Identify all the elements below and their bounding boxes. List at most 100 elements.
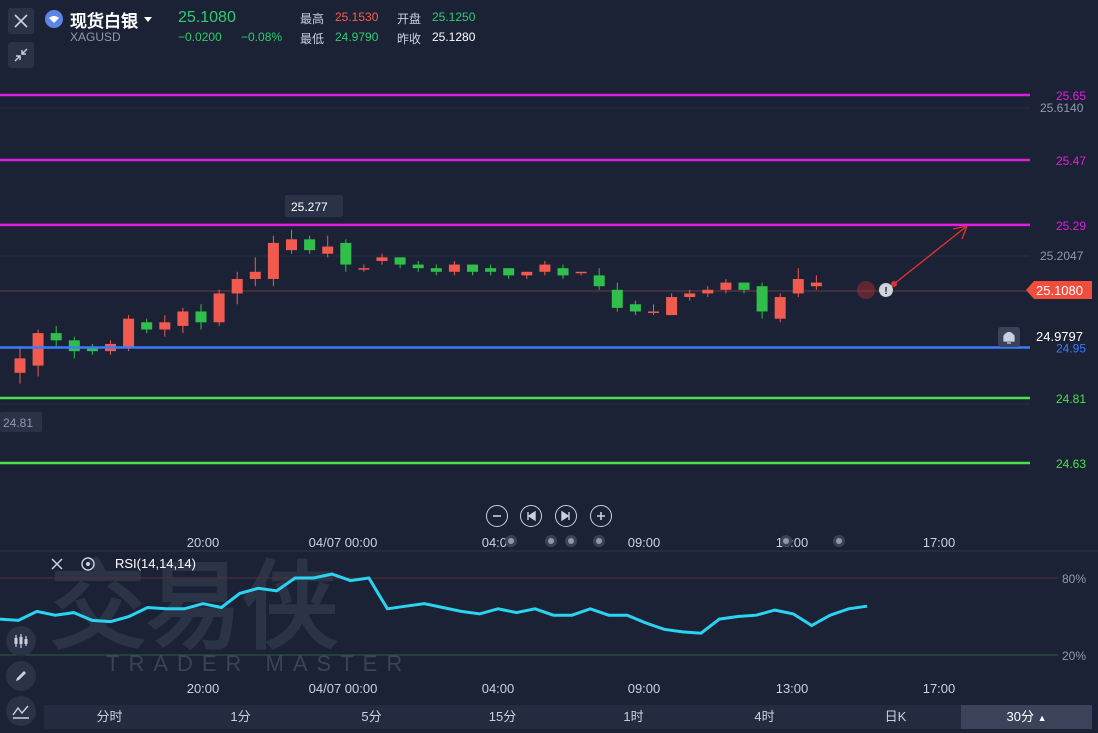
current-price-glow: [857, 281, 875, 299]
skip-forward-icon: [561, 510, 570, 522]
arrow-anchor[interactable]: [891, 281, 897, 287]
active-timeframe-label: 30分: [1006, 709, 1034, 724]
timeframe-tab[interactable]: 1分: [230, 709, 251, 724]
axis-tick: 24.9797: [1036, 329, 1083, 344]
time-label: 17:00: [923, 535, 956, 550]
candle-body[interactable]: [774, 297, 786, 319]
scroll-start-button[interactable]: [520, 505, 542, 527]
prev-close-value: 25.1280: [432, 30, 476, 44]
time-label: 09:00: [628, 535, 661, 550]
peak-label-box: [285, 195, 343, 217]
timeframe-tab-active[interactable]: 30分 ▲: [961, 705, 1092, 729]
draw-tool-button[interactable]: [6, 661, 36, 691]
axis-tick: 25.2047: [1040, 249, 1084, 263]
zoom-out-button[interactable]: [486, 505, 508, 527]
candle-body[interactable]: [50, 333, 62, 341]
bell-icon: [1003, 331, 1015, 344]
candle-body[interactable]: [557, 268, 569, 276]
collapse-button[interactable]: [8, 42, 34, 68]
candle-body[interactable]: [213, 293, 225, 323]
candle-body[interactable]: [195, 311, 207, 323]
candle-body[interactable]: [249, 271, 261, 279]
candle-body[interactable]: [521, 271, 533, 276]
candle-body[interactable]: [123, 318, 135, 348]
candle-body[interactable]: [141, 322, 153, 330]
silver-logo-icon: [45, 10, 63, 28]
candle-body[interactable]: [792, 279, 804, 294]
timeframe-tab[interactable]: 分时: [96, 709, 123, 724]
candle-body[interactable]: [394, 257, 406, 265]
level-line-label: 24.95: [1056, 342, 1086, 356]
candle-body[interactable]: [267, 242, 279, 279]
event-marker-dot: [548, 538, 554, 544]
scroll-end-button[interactable]: [555, 505, 577, 527]
timeframe-tab[interactable]: 1时: [623, 709, 644, 724]
timeframe-tab[interactable]: 15分: [488, 709, 517, 724]
candle-body[interactable]: [32, 333, 44, 366]
time-label: 04/07 00:00: [309, 535, 378, 550]
candle-body[interactable]: [503, 268, 515, 276]
symbol-selector[interactable]: 现货白银: [44, 8, 154, 31]
candle-body[interactable]: [539, 264, 551, 272]
level-line-label: 25.47: [1056, 154, 1086, 168]
collapse-icon: [14, 48, 28, 62]
candle-body[interactable]: [286, 239, 297, 251]
skip-back-icon: [527, 510, 536, 522]
svg-text:!: !: [884, 286, 887, 297]
symbol-code: XAGUSD: [70, 30, 121, 44]
trend-tool-button[interactable]: [6, 696, 36, 726]
candle-body[interactable]: [376, 257, 388, 261]
trend-arrow[interactable]: [893, 225, 968, 285]
candle-body[interactable]: [322, 246, 334, 254]
event-marker-dot: [836, 538, 842, 544]
dropdown-caret-icon: [144, 17, 152, 22]
candle-body[interactable]: [68, 340, 80, 352]
rsi-close-icon[interactable]: [51, 558, 63, 570]
candle-body[interactable]: [448, 264, 460, 272]
candle-body[interactable]: [159, 322, 171, 330]
candle-body[interactable]: [629, 304, 641, 312]
close-icon: [14, 14, 28, 28]
zoom-in-button[interactable]: [590, 505, 612, 527]
candle-body[interactable]: [358, 268, 370, 270]
candle-body[interactable]: [666, 297, 678, 316]
info-icon[interactable]: [879, 283, 893, 297]
left-price-marker-box: [0, 412, 42, 432]
timeframe-tab[interactable]: 4时: [754, 709, 775, 724]
candle-body[interactable]: [231, 279, 243, 294]
candle-body[interactable]: [304, 239, 316, 251]
indicator-button[interactable]: [6, 626, 36, 656]
candle-body[interactable]: [575, 271, 587, 274]
candle-body[interactable]: [412, 264, 424, 269]
low-value: 24.9790: [335, 30, 379, 44]
candle-body[interactable]: [720, 282, 732, 290]
candle-body[interactable]: [86, 347, 98, 352]
event-marker-dot: [596, 538, 602, 544]
left-price-marker: 24.81: [3, 416, 33, 430]
candle-body[interactable]: [177, 311, 189, 326]
candle-body[interactable]: [684, 293, 696, 298]
candles-icon: [14, 634, 28, 648]
candle-body[interactable]: [702, 289, 714, 294]
event-marker-dot: [568, 538, 574, 544]
candle-body[interactable]: [756, 286, 768, 312]
rsi-settings-icon[interactable]: [81, 557, 95, 571]
timeframe-tab[interactable]: 日K: [884, 709, 907, 724]
line-chart-icon: [12, 705, 29, 719]
candle-body[interactable]: [738, 282, 750, 290]
candle-body[interactable]: [810, 282, 822, 287]
candle-body[interactable]: [340, 242, 352, 265]
candle-body[interactable]: [14, 358, 26, 373]
rsi-upper-label: 80%: [1062, 572, 1086, 586]
timeframe-tab[interactable]: 5分: [361, 709, 382, 724]
candle-body[interactable]: [648, 311, 659, 313]
current-price-tag-text: 25.1080: [1036, 283, 1083, 298]
candle-body[interactable]: [485, 268, 497, 272]
candle-body[interactable]: [430, 268, 442, 272]
candle-body[interactable]: [611, 289, 623, 308]
close-chart-button[interactable]: [8, 8, 34, 34]
candle-body[interactable]: [593, 275, 605, 287]
candle-body[interactable]: [467, 264, 478, 272]
time-label: 20:00: [187, 535, 220, 550]
